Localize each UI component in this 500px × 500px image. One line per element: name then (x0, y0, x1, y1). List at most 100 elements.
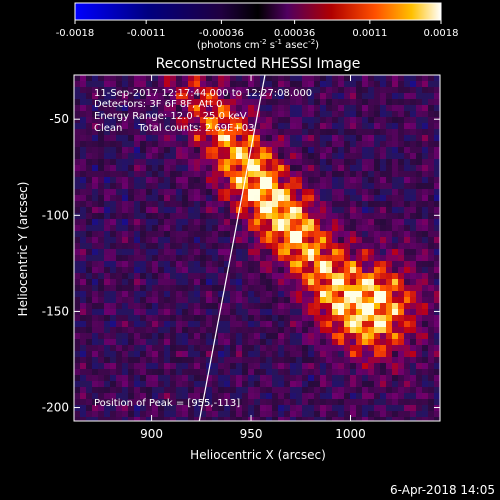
heatmap-cell (428, 393, 434, 399)
heatmap-cell (362, 411, 368, 417)
heatmap-cell (122, 417, 128, 421)
heatmap-cell (248, 375, 254, 381)
heatmap-cell (356, 141, 362, 147)
heatmap-cell (332, 327, 338, 333)
heatmap-cell (188, 345, 194, 351)
heatmap-cell (362, 327, 368, 333)
heatmap-cell (392, 249, 398, 255)
heatmap-cell (428, 261, 434, 267)
heatmap-cell (320, 231, 326, 237)
heatmap-cell (368, 207, 374, 213)
heatmap-cell (86, 135, 92, 141)
heatmap-cell (98, 159, 104, 165)
heatmap-cell (230, 279, 236, 285)
heatmap-cell (344, 411, 350, 417)
heatmap-cell (368, 297, 374, 303)
heatmap-cell (134, 297, 140, 303)
heatmap-cell (266, 273, 272, 279)
heatmap-cell (278, 285, 284, 291)
heatmap-cell (332, 147, 338, 153)
heatmap-cell (266, 381, 272, 387)
heatmap-cell (254, 249, 260, 255)
heatmap-cell (398, 375, 404, 381)
heatmap-cell (254, 399, 260, 405)
heatmap-cell (350, 117, 356, 123)
heatmap-cell (224, 411, 230, 417)
heatmap-cell (356, 135, 362, 141)
heatmap-cell (362, 267, 368, 273)
heatmap-cell (128, 351, 134, 357)
heatmap-cell (296, 111, 302, 117)
heatmap-cell (344, 255, 350, 261)
heatmap-cell (428, 93, 434, 99)
heatmap-cell (380, 339, 386, 345)
heatmap-cell (344, 177, 350, 183)
heatmap-cell (314, 363, 320, 369)
heatmap-cell (158, 357, 164, 363)
heatmap-cell (266, 369, 272, 375)
heatmap-cell (200, 111, 206, 117)
heatmap-cell (134, 333, 140, 339)
heatmap-cell (434, 291, 440, 297)
heatmap-cell (140, 237, 146, 243)
heatmap-cell (110, 417, 116, 421)
heatmap-cell (170, 363, 176, 369)
heatmap-cell (230, 147, 236, 153)
heatmap-cell (194, 207, 200, 213)
heatmap-cell (218, 117, 224, 123)
heatmap-cell (254, 327, 260, 333)
heatmap-cell (392, 129, 398, 135)
heatmap-cell (164, 219, 170, 225)
heatmap-cell (242, 321, 248, 327)
heatmap-cell (380, 237, 386, 243)
heatmap-cell (374, 171, 380, 177)
heatmap-cell (206, 195, 212, 201)
heatmap-cell (368, 261, 374, 267)
heatmap-cell (104, 231, 110, 237)
heatmap-cell (182, 177, 188, 183)
heatmap-cell (290, 363, 296, 369)
heatmap-cell (128, 159, 134, 165)
heatmap-cell (260, 87, 266, 93)
heatmap-cell (296, 117, 302, 123)
heatmap-cell (158, 183, 164, 189)
heatmap-cell (326, 183, 332, 189)
heatmap-cell (164, 135, 170, 141)
heatmap-cell (104, 285, 110, 291)
heatmap-cell (296, 165, 302, 171)
heatmap-cell (176, 105, 182, 111)
heatmap-cell (74, 93, 80, 99)
heatmap-cell (248, 309, 254, 315)
heatmap-cell (164, 171, 170, 177)
heatmap-cell (410, 93, 416, 99)
heatmap-cell (368, 87, 374, 93)
heatmap-cell (410, 123, 416, 129)
heatmap-cell (344, 147, 350, 153)
heatmap-cell (236, 117, 242, 123)
heatmap-cell (422, 387, 428, 393)
heatmap-cell (92, 111, 98, 117)
heatmap-cell (374, 249, 380, 255)
heatmap-cell (236, 417, 242, 421)
heatmap-cell (176, 261, 182, 267)
heatmap-cell (122, 261, 128, 267)
heatmap-cell (326, 303, 332, 309)
heatmap-cell (230, 393, 236, 399)
heatmap-cell (98, 93, 104, 99)
heatmap-cell (422, 255, 428, 261)
heatmap-cell (110, 285, 116, 291)
heatmap-cell (176, 381, 182, 387)
heatmap-cell (302, 135, 308, 141)
heatmap-cell (374, 117, 380, 123)
heatmap-cell (212, 171, 218, 177)
heatmap-cell (98, 219, 104, 225)
heatmap-cell (212, 411, 218, 417)
heatmap-cell (164, 75, 170, 81)
heatmap-cell (326, 345, 332, 351)
heatmap-cell (152, 351, 158, 357)
heatmap-cell (134, 369, 140, 375)
heatmap-cell (260, 105, 266, 111)
heatmap-cell (104, 147, 110, 153)
heatmap-cell (266, 111, 272, 117)
heatmap-cell (128, 303, 134, 309)
